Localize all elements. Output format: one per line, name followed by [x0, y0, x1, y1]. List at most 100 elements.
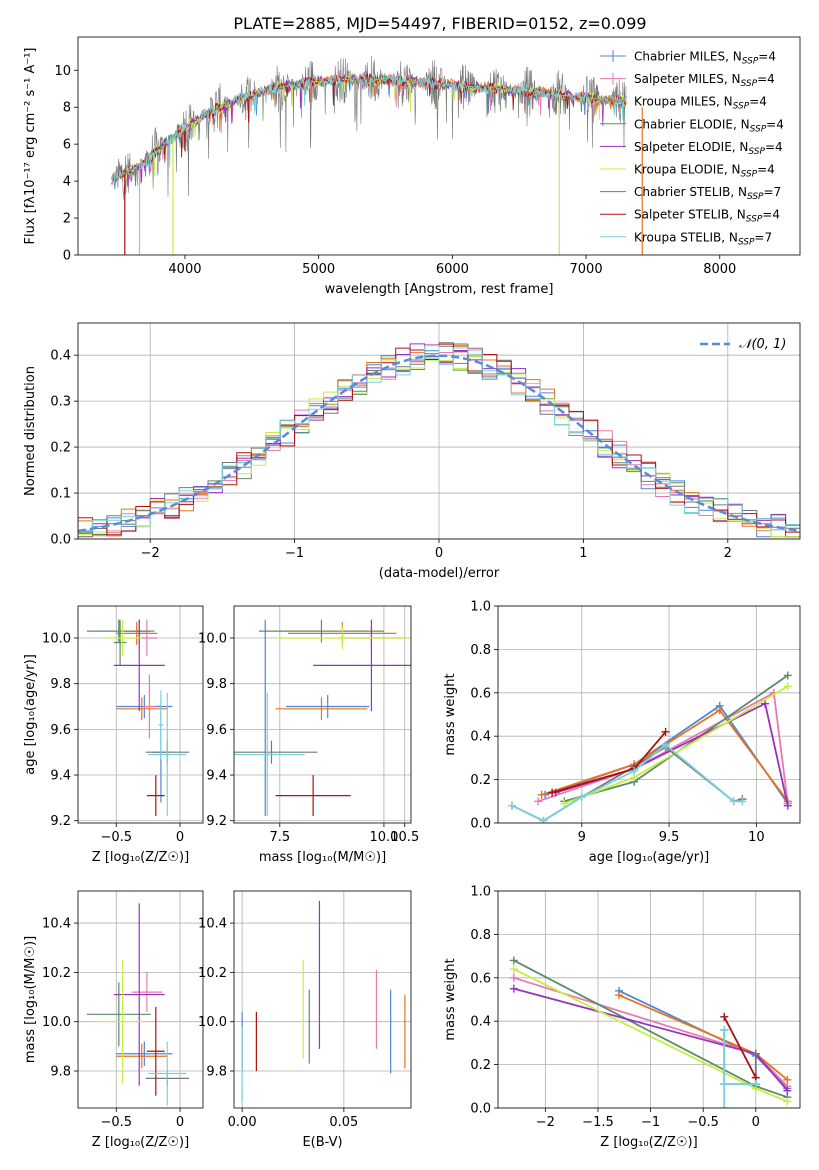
errorbar-point	[258, 619, 384, 643]
data-point	[720, 1025, 729, 1034]
errorbar-point	[286, 695, 370, 718]
errorbar-point	[97, 960, 149, 1084]
y-tick-label: 0.0	[50, 533, 71, 548]
y-tick-label: 9.2	[50, 814, 71, 829]
legend-label: Salpeter STELIB, NSSP=4	[634, 208, 780, 225]
axes-frame	[77, 890, 204, 1109]
x-tick-label: 0.00	[228, 1115, 257, 1130]
plot-area	[86, 903, 189, 1106]
series-line	[720, 1025, 760, 1108]
data-point	[783, 671, 792, 680]
x-tick-label: 10	[748, 830, 765, 845]
y-tick-label: 9.4	[206, 769, 227, 784]
errorbar-point	[148, 1041, 187, 1106]
data-point	[783, 1086, 792, 1095]
y-tick-label: 0.4	[470, 730, 491, 745]
data-point	[720, 1104, 729, 1108]
errorbar-point	[234, 740, 318, 764]
series-path	[541, 708, 789, 802]
axes-frame	[233, 605, 412, 824]
legend-label: Kroupa STELIB, NSSP=7	[634, 230, 772, 247]
plot-area	[86, 619, 189, 817]
series-path	[723, 1029, 756, 1108]
y-tick-label: 9.8	[50, 677, 71, 692]
x-tick-label: 7000	[570, 262, 603, 277]
x-tick-label: −2	[141, 546, 160, 561]
series-path	[723, 1016, 757, 1079]
y-tick-label: 1.0	[470, 885, 491, 900]
data-point	[509, 973, 518, 982]
data-point	[661, 740, 670, 749]
errorbar-point	[116, 697, 168, 721]
legend-label: Salpeter MILES, NSSP=4	[634, 72, 775, 89]
histogram-series	[78, 345, 800, 539]
errorbar-point	[86, 982, 151, 1047]
legend-label: 𝒩(0, 1)	[739, 337, 786, 352]
x-tick-label: −0.5	[687, 1115, 719, 1130]
x-axis-label: Z [log₁₀(Z/Z☉)]	[92, 850, 189, 865]
data-point	[729, 797, 738, 806]
errorbar-point	[234, 692, 305, 817]
y-tick-label: 10.4	[42, 917, 71, 932]
x-tick-label: 0	[176, 1115, 184, 1130]
data-point	[751, 1080, 760, 1089]
figure-title: PLATE=2885, MJD=54497, FIBERID=0152, z=0…	[233, 14, 646, 33]
y-tick-label: 9.8	[50, 1065, 71, 1080]
errorbar-point	[113, 903, 165, 1086]
data-point	[783, 801, 792, 810]
x-tick-label: 1	[579, 546, 587, 561]
data-point	[539, 816, 548, 823]
y-tick-label: 9.8	[206, 1065, 227, 1080]
plot-area	[241, 900, 406, 1101]
y-tick-label: 10.4	[198, 917, 227, 932]
x-tick-label: 0.05	[329, 1115, 358, 1130]
mass-weight-vs-age-chart: 9 9.5 10 0.0 0.2 0.4 0.6 0.8 1.0 age [log₁₀(age/y…	[443, 600, 801, 865]
data-point	[720, 1080, 729, 1089]
x-tick-label: 9.5	[659, 830, 680, 845]
y-tick-label: 10.0	[198, 1015, 227, 1030]
normal-curve	[78, 354, 800, 533]
x-tick-label: 0	[752, 1115, 760, 1130]
legend-label: Kroupa ELODIE, NSSP=4	[634, 163, 775, 180]
data-point	[783, 1097, 792, 1106]
y-tick-label: 10.2	[42, 966, 71, 981]
data-point	[720, 1012, 729, 1021]
age-vs-Z-chart: −0.5 0 9.2 9.4 9.6 9.8 10.0 Z [log₁₀(Z/Z☉)] age …	[23, 605, 204, 865]
y-axis-label: mass weight	[443, 673, 458, 755]
spectrum-chart: 4000 5000 6000 7000 8000 0 2 4 6 8 10 wavelength [A…	[23, 36, 801, 297]
data-point	[783, 682, 792, 691]
data-point	[537, 790, 546, 799]
y-tick-label: 9.4	[50, 769, 71, 784]
axes-frame	[233, 890, 412, 1109]
errorbar-point	[143, 674, 156, 739]
errorbar-point	[275, 626, 409, 650]
y-tick-label: 0.6	[470, 686, 491, 701]
mass-vs-EBV-chart: 0.00 0.05 9.8 10.0 10.2 10.4 E(B-V)	[198, 890, 412, 1150]
x-axis-label: wavelength [Angstrom, rest frame]	[325, 282, 554, 297]
y-tick-label: 9.6	[206, 723, 227, 738]
y-tick-label: 1.0	[470, 600, 491, 615]
x-tick-label: −1.5	[582, 1115, 614, 1130]
y-tick-label: 0.4	[50, 349, 71, 364]
spectrum-line	[111, 74, 627, 185]
errorbar-point	[116, 1041, 173, 1067]
legend-label: Chabrier MILES, NSSP=4	[634, 50, 776, 67]
data-point	[548, 788, 557, 797]
y-tick-label: 10.0	[42, 631, 71, 646]
errorbar-point	[275, 697, 368, 721]
y-tick-label: 0.4	[470, 1015, 491, 1030]
x-tick-label: −1	[641, 1115, 660, 1130]
y-tick-label: 0	[63, 249, 71, 264]
mass-vs-Z-chart: −0.5 0 9.8 10.0 10.2 10.4 Z [log₁₀(Z/Z☉)] mass …	[23, 890, 204, 1150]
legend-label: Chabrier STELIB, NSSP=7	[634, 185, 781, 202]
y-tick-label: 0.3	[50, 395, 71, 410]
errorbar-point	[116, 1043, 168, 1069]
data-point	[509, 984, 518, 993]
mass-weight-vs-Z-chart: −2 −1.5 −1 −0.5 0 0.0 0.2 0.4 0.6 0.8 1.0 Z [log₁₀(…	[443, 885, 801, 1150]
data-point	[507, 801, 516, 810]
axes-frame	[497, 605, 801, 824]
y-tick-label: 9.8	[206, 677, 227, 692]
x-tick-label: −1	[285, 546, 304, 561]
